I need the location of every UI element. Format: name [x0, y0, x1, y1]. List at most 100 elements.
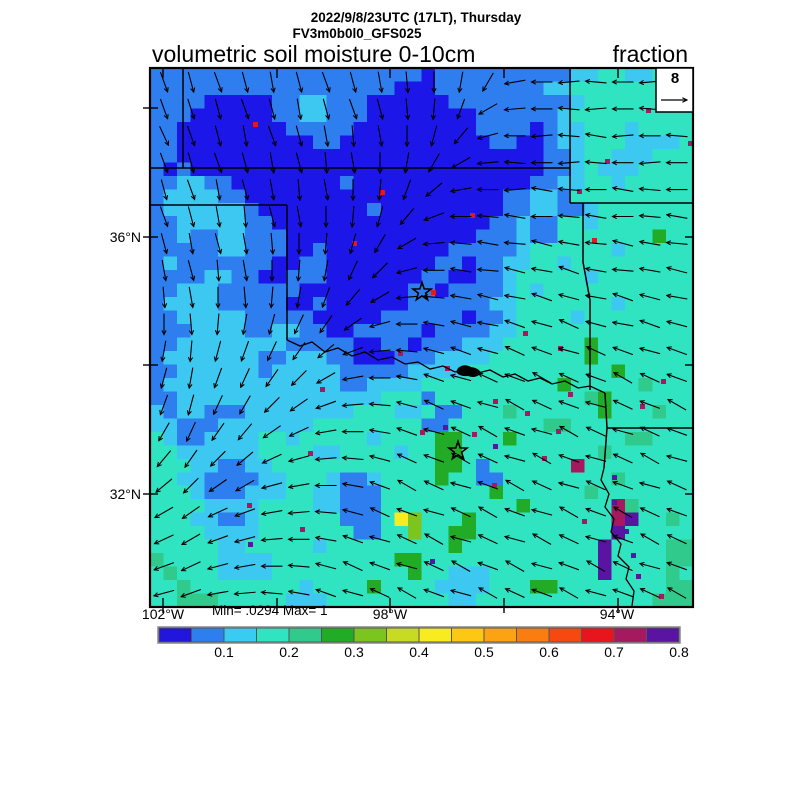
grid-cell [516, 472, 531, 487]
grid-cell [448, 499, 463, 514]
grid-cell [421, 68, 436, 82]
wind-arrow [668, 588, 687, 599]
grid-cell [421, 377, 436, 392]
grid-cell [367, 256, 382, 271]
grid-cell [299, 216, 314, 231]
colorbar-segment [548, 627, 582, 643]
grid-cell [217, 593, 232, 607]
wind-arrow [478, 402, 499, 409]
grid-cell [231, 243, 246, 258]
grid-cell [285, 458, 300, 473]
grid-cell [340, 256, 355, 271]
wind-arrow [587, 481, 606, 491]
grid-cell [353, 216, 368, 231]
wind-arrow [614, 562, 633, 572]
wind-arrow [479, 454, 498, 464]
grid-cell [516, 580, 531, 595]
grid-cell [177, 202, 192, 217]
grid-cell [217, 94, 232, 109]
grid-cell [299, 377, 314, 392]
grid-cell [502, 404, 518, 419]
grid-cell [177, 364, 192, 379]
grid-cell [217, 499, 232, 514]
grid-cell [204, 297, 219, 312]
grid-cell [597, 404, 613, 419]
wind-arrow [241, 152, 247, 173]
grid-cell [665, 350, 680, 365]
wind-arrow [397, 402, 418, 409]
grid-cell [638, 324, 653, 338]
grid-cell [190, 566, 205, 581]
wind-arrow [424, 243, 445, 245]
grid-cell [543, 364, 558, 379]
grid-cell [530, 162, 545, 177]
wind-arrow [613, 347, 634, 356]
grid-cell [326, 243, 341, 258]
grid-cell [177, 431, 192, 446]
grid-cell [204, 526, 219, 541]
grid-cell [597, 189, 613, 204]
grid-cell [326, 580, 341, 595]
grid-cell [204, 485, 219, 500]
wind-arrow [263, 453, 282, 463]
grid-cell [204, 283, 219, 298]
wind-arrow [162, 340, 167, 362]
wind-arrow [613, 590, 634, 598]
wind-arrow [343, 458, 364, 460]
grid-cell [217, 377, 232, 392]
wind-arrow [586, 590, 607, 597]
wind-arrow [379, 179, 381, 200]
wind-arrow [478, 162, 499, 164]
wind-arrow [344, 562, 363, 572]
lake-speck [688, 141, 693, 146]
grid-cell [258, 216, 273, 231]
grid-cell [421, 526, 436, 541]
grid-cell [597, 337, 613, 352]
wind-arrow [325, 152, 327, 173]
grid-cell [638, 593, 653, 607]
grid-cell [489, 324, 504, 338]
grid-cell [489, 283, 504, 298]
grid-cell [190, 485, 205, 500]
grid-cell [353, 297, 368, 312]
grid-cell [502, 216, 518, 231]
grid-cell [543, 324, 558, 338]
grid-cell [435, 377, 450, 392]
grid-cell [421, 580, 436, 595]
grid-cell [285, 512, 300, 527]
wind-arrow [187, 152, 193, 173]
grid-cell [475, 418, 490, 433]
grid-cell [679, 580, 693, 595]
grid-cell [340, 81, 355, 96]
grid-cell [190, 148, 205, 163]
grid-cell [217, 553, 232, 568]
grid-cell [407, 68, 423, 82]
grid-cell [407, 431, 423, 446]
grid-cell [407, 310, 423, 325]
grid-cell [570, 566, 585, 581]
grid-cell [204, 418, 219, 433]
grid-cell [204, 256, 219, 271]
lake-specks [247, 108, 693, 599]
grid-cell [299, 162, 314, 177]
wind-arrow [613, 536, 634, 544]
colorbar-tick-label: 0.4 [409, 644, 429, 660]
grid-cell [543, 566, 558, 581]
grid-cell [163, 431, 178, 446]
grid-cell [312, 418, 327, 433]
grid-cell [543, 526, 558, 541]
grid-cell [584, 148, 599, 163]
grid-cell [299, 243, 314, 258]
grid-cell [625, 121, 640, 136]
map-frame [148, 66, 695, 609]
grid-cell [597, 377, 613, 392]
wind-arrow [559, 162, 580, 164]
grid-cell [435, 94, 450, 109]
grid-cell [150, 148, 165, 163]
grid-cell [231, 148, 246, 163]
grid-cell [258, 526, 273, 541]
grid-cell [652, 553, 667, 568]
grid-cell [638, 94, 653, 109]
colorbar-segment [223, 627, 257, 643]
wind-arrow [160, 394, 169, 415]
